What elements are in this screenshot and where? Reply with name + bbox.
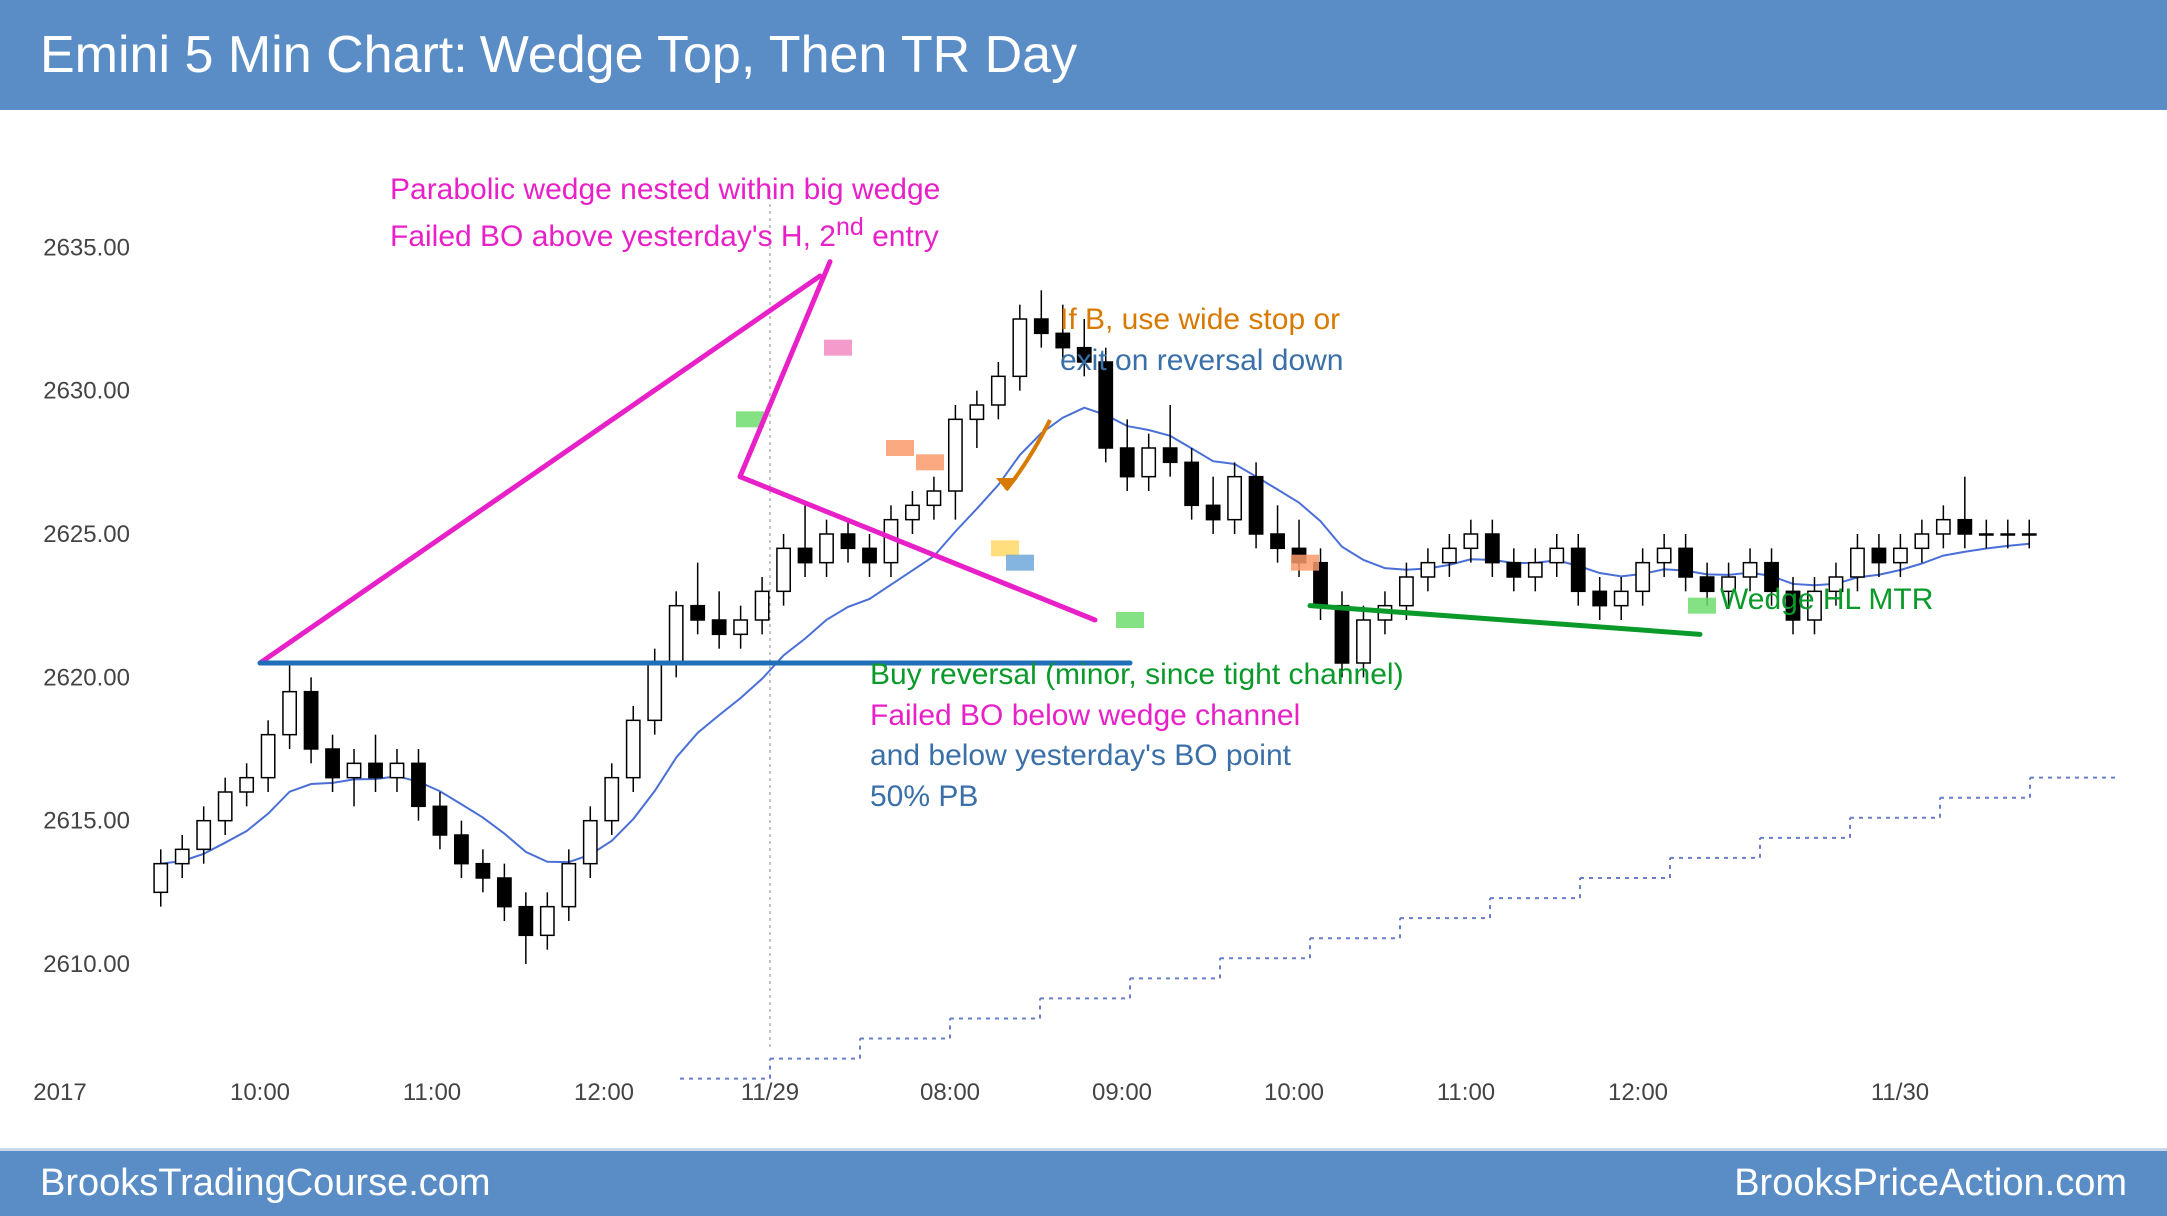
ann-green-text: Wedge HL MTR [1720, 583, 1933, 616]
svg-text:2615.00: 2615.00 [43, 808, 130, 835]
annotation-mid-block: Buy reversal (minor, since tight channel… [870, 655, 1404, 817]
ann-orange-l1: If B, use wide stop or [1060, 300, 1343, 341]
svg-text:11/29: 11/29 [741, 1079, 799, 1106]
ann-orange-l2: exit on reversal down [1060, 341, 1343, 382]
ann-mid-l3: and below yesterday's BO point [870, 736, 1404, 777]
svg-text:11:00: 11:00 [403, 1079, 461, 1106]
svg-text:2630.00: 2630.00 [43, 378, 130, 405]
footer-right: BrooksPriceAction.com [1734, 1162, 2127, 1205]
svg-text:11/30: 11/30 [1871, 1079, 1929, 1106]
svg-text:2017: 2017 [33, 1079, 86, 1106]
svg-text:2610.00: 2610.00 [43, 951, 130, 978]
ann-mid-l2: Failed BO below wedge channel [870, 696, 1404, 737]
footer-bar: BrooksTradingCourse.com BrooksPriceActio… [0, 1148, 2167, 1216]
svg-text:2620.00: 2620.00 [43, 664, 130, 691]
svg-text:12:00: 12:00 [1608, 1079, 1668, 1106]
svg-text:12:00: 12:00 [574, 1079, 634, 1106]
ann-top-l1: Parabolic wedge nested within big wedge [390, 170, 940, 211]
svg-text:10:00: 10:00 [230, 1079, 290, 1106]
header-bar: Emini 5 Min Chart: Wedge Top, Then TR Da… [0, 0, 2167, 110]
chart-svg: 2610.00 2615.00 2620.00 2625.00 2630.00 2635.… [0, 110, 2167, 1148]
chart-area: 2610.00 2615.00 2620.00 2625.00 2630.00 2635.… [0, 110, 2167, 1148]
ann-mid-l1: Buy reversal (minor, since tight channel… [870, 655, 1404, 696]
svg-text:11:00: 11:00 [1437, 1079, 1495, 1106]
header-title-prefix: Emini 5 Min Chart: [40, 25, 468, 85]
annotation-wide-stop: If B, use wide stop orexit on reversal d… [1060, 300, 1343, 381]
header-title-suffix: Wedge Top, Then TR Day [480, 25, 1077, 85]
ann-top-l2: Failed BO above yesterday's H, 2nd entry [390, 211, 940, 258]
svg-text:08:00: 08:00 [920, 1079, 980, 1106]
svg-text:2635.00: 2635.00 [43, 234, 130, 261]
svg-text:2625.00: 2625.00 [43, 521, 130, 548]
annotation-wedge-hl-mtr: Wedge HL MTR [1720, 580, 1933, 621]
svg-text:10:00: 10:00 [1264, 1079, 1324, 1106]
ann-mid-l4: 50% PB [870, 777, 1404, 818]
annotation-top-wedge: Parabolic wedge nested within big wedgeF… [390, 170, 940, 257]
footer-left: BrooksTradingCourse.com [40, 1162, 491, 1205]
svg-text:09:00: 09:00 [1092, 1079, 1152, 1106]
